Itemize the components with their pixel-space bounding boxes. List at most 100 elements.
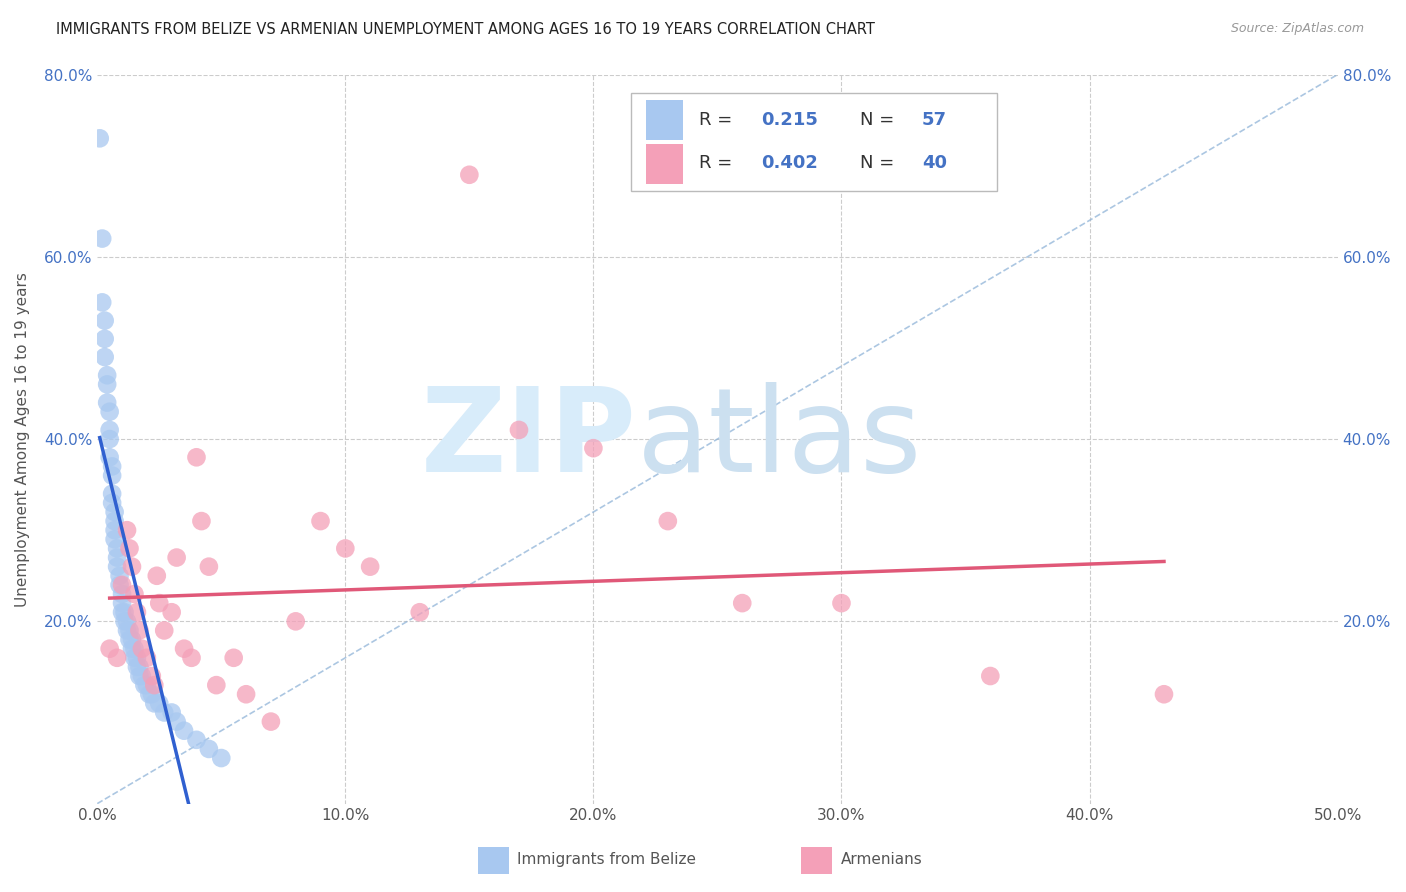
Point xyxy=(111,596,134,610)
Point xyxy=(124,587,146,601)
Point xyxy=(108,568,131,582)
Point xyxy=(180,650,202,665)
Point xyxy=(309,514,332,528)
Point xyxy=(153,624,176,638)
Point xyxy=(114,615,136,629)
Text: Source: ZipAtlas.com: Source: ZipAtlas.com xyxy=(1230,22,1364,36)
Text: R =: R = xyxy=(699,154,738,172)
Text: 40: 40 xyxy=(922,154,948,172)
Point xyxy=(101,496,124,510)
Point xyxy=(186,732,208,747)
Point xyxy=(111,578,134,592)
Point xyxy=(121,641,143,656)
Point xyxy=(198,559,221,574)
Point xyxy=(235,687,257,701)
Point xyxy=(335,541,357,556)
Point xyxy=(105,650,128,665)
Point xyxy=(146,568,169,582)
Point xyxy=(121,559,143,574)
Point xyxy=(979,669,1001,683)
Point xyxy=(104,533,127,547)
Point xyxy=(118,541,141,556)
Point xyxy=(138,687,160,701)
Point xyxy=(134,678,156,692)
Point xyxy=(125,660,148,674)
Point xyxy=(409,605,432,619)
Point xyxy=(135,650,157,665)
Point xyxy=(143,678,166,692)
Bar xyxy=(645,144,683,184)
Point xyxy=(108,578,131,592)
Point xyxy=(115,523,138,537)
Text: atlas: atlas xyxy=(637,382,922,497)
Point xyxy=(98,450,121,465)
Point xyxy=(105,541,128,556)
Point xyxy=(104,523,127,537)
Text: N =: N = xyxy=(860,154,900,172)
Point xyxy=(143,697,166,711)
Point xyxy=(105,559,128,574)
Point xyxy=(135,678,157,692)
Point xyxy=(190,514,212,528)
Point xyxy=(160,605,183,619)
Point xyxy=(118,632,141,647)
Point xyxy=(118,624,141,638)
Point xyxy=(173,723,195,738)
Y-axis label: Unemployment Among Ages 16 to 19 years: Unemployment Among Ages 16 to 19 years xyxy=(15,272,30,607)
Text: 0.215: 0.215 xyxy=(761,111,818,128)
Point xyxy=(115,615,138,629)
Point xyxy=(91,295,114,310)
Point xyxy=(131,669,153,683)
Point xyxy=(153,706,176,720)
Point xyxy=(131,641,153,656)
Point xyxy=(101,468,124,483)
Point xyxy=(141,669,163,683)
Point xyxy=(657,514,679,528)
Text: Immigrants from Belize: Immigrants from Belize xyxy=(517,853,696,867)
FancyBboxPatch shape xyxy=(631,93,997,191)
Point xyxy=(96,377,118,392)
Text: R =: R = xyxy=(699,111,738,128)
Point xyxy=(101,487,124,501)
Point xyxy=(198,742,221,756)
Point xyxy=(186,450,208,465)
Bar xyxy=(645,100,683,140)
Point xyxy=(260,714,283,729)
Point xyxy=(104,505,127,519)
Text: ZIP: ZIP xyxy=(420,382,637,497)
Point xyxy=(128,669,150,683)
Point xyxy=(582,441,605,455)
Point xyxy=(209,751,232,765)
Point xyxy=(128,624,150,638)
Point xyxy=(91,231,114,245)
Point xyxy=(124,641,146,656)
Point xyxy=(173,641,195,656)
Point xyxy=(98,641,121,656)
Point xyxy=(93,332,115,346)
Text: N =: N = xyxy=(860,111,900,128)
Point xyxy=(359,559,381,574)
Point xyxy=(148,596,170,610)
Point xyxy=(121,632,143,647)
Point xyxy=(458,168,481,182)
Point xyxy=(93,350,115,364)
Point xyxy=(124,650,146,665)
Point xyxy=(222,650,245,665)
Text: 57: 57 xyxy=(922,111,948,128)
Point xyxy=(166,550,188,565)
Point xyxy=(98,423,121,437)
Point xyxy=(508,423,530,437)
Text: Armenians: Armenians xyxy=(841,853,922,867)
Point xyxy=(98,432,121,446)
Point xyxy=(205,678,228,692)
Point xyxy=(111,587,134,601)
Point xyxy=(96,395,118,409)
Point xyxy=(115,624,138,638)
Point xyxy=(93,313,115,327)
Point xyxy=(830,596,852,610)
Point xyxy=(125,650,148,665)
Point xyxy=(166,714,188,729)
Point xyxy=(141,687,163,701)
Point xyxy=(114,605,136,619)
Point xyxy=(1153,687,1175,701)
